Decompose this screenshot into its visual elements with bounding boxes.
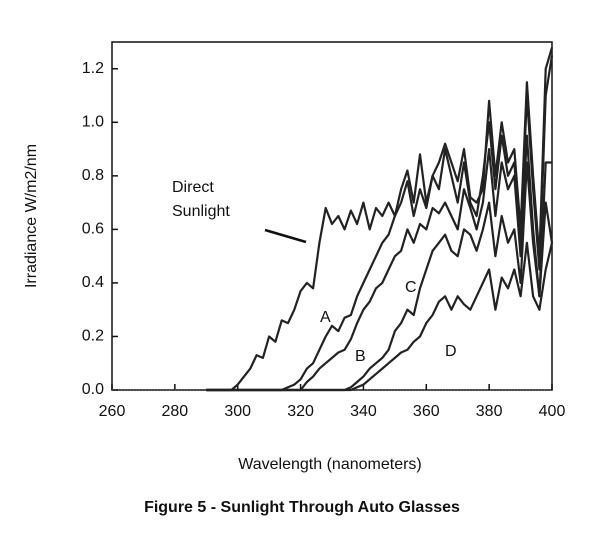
- y-tick-label: 1.2: [82, 60, 104, 77]
- y-tick-label: 0.8: [82, 167, 104, 184]
- series-label: D: [445, 343, 457, 360]
- series-line: [206, 241, 554, 392]
- x-axis-label: Wavelength (nanometers): [238, 456, 422, 473]
- x-tick-label: 320: [287, 403, 314, 420]
- y-tick-label: 0.4: [82, 274, 104, 291]
- x-tick-label: 400: [539, 403, 566, 420]
- x-tick-label: 280: [162, 403, 189, 420]
- y-tick-label: 0.0: [82, 381, 104, 398]
- x-tick-label: 260: [99, 403, 126, 420]
- x-tick-label: 300: [224, 403, 251, 420]
- x-tick-label: 380: [476, 403, 503, 420]
- series-label: B: [355, 348, 366, 365]
- label-pointer: [264, 228, 307, 244]
- series-line: [206, 47, 554, 392]
- series-label: C: [405, 279, 417, 296]
- series-label: A: [320, 309, 331, 326]
- y-tick-label: 1.0: [82, 114, 104, 131]
- y-tick-label: 0.2: [82, 328, 104, 345]
- y-axis-label: Irradiance W/m2/nm: [23, 144, 40, 288]
- series-label: Direct Sunlight: [172, 179, 230, 220]
- x-tick-label: 360: [413, 403, 440, 420]
- chart-title: Figure 5 - Sunlight Through Auto Glasses: [144, 499, 460, 516]
- y-tick-label: 0.6: [82, 221, 104, 238]
- x-tick-label: 340: [350, 403, 377, 420]
